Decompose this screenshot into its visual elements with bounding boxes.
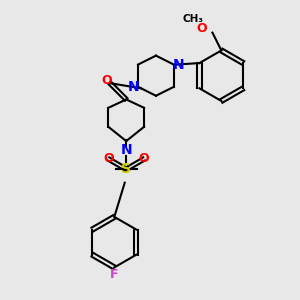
Text: O: O <box>102 74 112 87</box>
Text: O: O <box>197 22 207 34</box>
Text: O: O <box>139 152 149 165</box>
Text: F: F <box>110 268 118 281</box>
Text: O: O <box>103 152 114 165</box>
Text: S: S <box>121 162 131 176</box>
Text: N: N <box>120 143 132 157</box>
Text: N: N <box>128 80 140 94</box>
Text: N: N <box>172 58 184 71</box>
Text: CH₃: CH₃ <box>183 14 204 24</box>
